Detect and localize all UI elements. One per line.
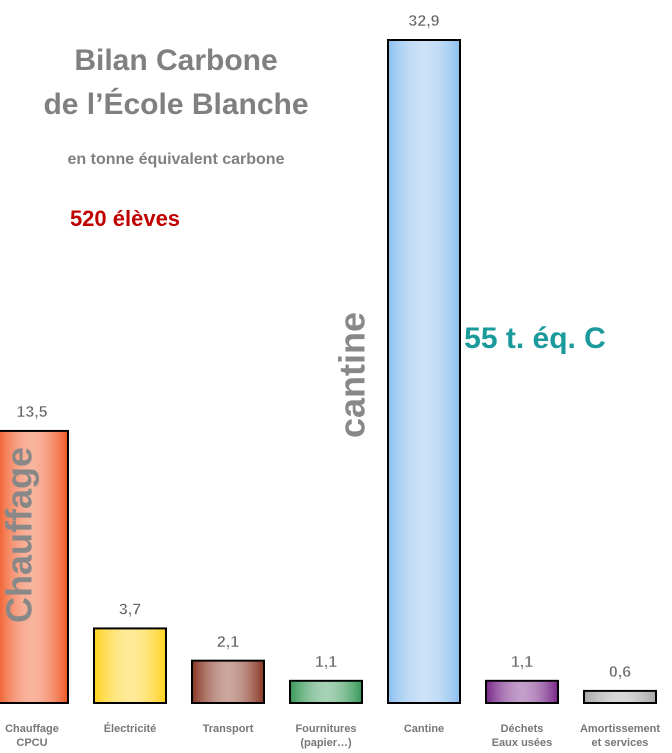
x-tick-label: (papier…) bbox=[300, 737, 352, 749]
annotation: cantine bbox=[332, 312, 373, 438]
bar-shine bbox=[585, 691, 655, 702]
value-label: 0,6 bbox=[609, 664, 631, 681]
x-tick-label: Fournitures bbox=[295, 723, 356, 735]
value-label: 3,7 bbox=[119, 602, 141, 619]
bar-shine bbox=[487, 681, 557, 702]
chart-subtitle: en tonne équivalent carbone bbox=[68, 151, 285, 168]
value-label: 32,9 bbox=[408, 13, 439, 30]
value-label: 2,1 bbox=[217, 634, 239, 651]
value-label: 1,1 bbox=[511, 654, 533, 671]
x-tick-label: CPCU bbox=[16, 737, 47, 749]
value-label: 13,5 bbox=[16, 404, 47, 421]
value-label: 1,1 bbox=[315, 654, 337, 671]
x-tick-label: Chauffage bbox=[5, 723, 59, 735]
bar-shine bbox=[291, 681, 361, 702]
annotation: 55 t. éq. C bbox=[464, 322, 606, 355]
chart-title: de l’École Blanche bbox=[43, 87, 308, 121]
x-tick-label: Déchets bbox=[501, 723, 544, 735]
x-tick-label: Eaux usées bbox=[492, 737, 553, 749]
x-tick-label: Amortissement bbox=[580, 723, 660, 735]
bar-shine bbox=[389, 41, 459, 702]
x-tick-label: et services bbox=[592, 737, 649, 749]
bar-shine bbox=[95, 629, 165, 702]
annotation: 520 élèves bbox=[70, 206, 180, 231]
chart-title: Bilan Carbone bbox=[74, 44, 277, 77]
x-tick-label: Électricité bbox=[104, 722, 157, 735]
x-tick-label: Cantine bbox=[404, 723, 444, 735]
x-tick-label: Transport bbox=[203, 723, 254, 735]
bar-shine bbox=[0, 431, 67, 702]
annotation: Chauffage bbox=[0, 447, 40, 623]
bar-shine bbox=[193, 661, 263, 702]
